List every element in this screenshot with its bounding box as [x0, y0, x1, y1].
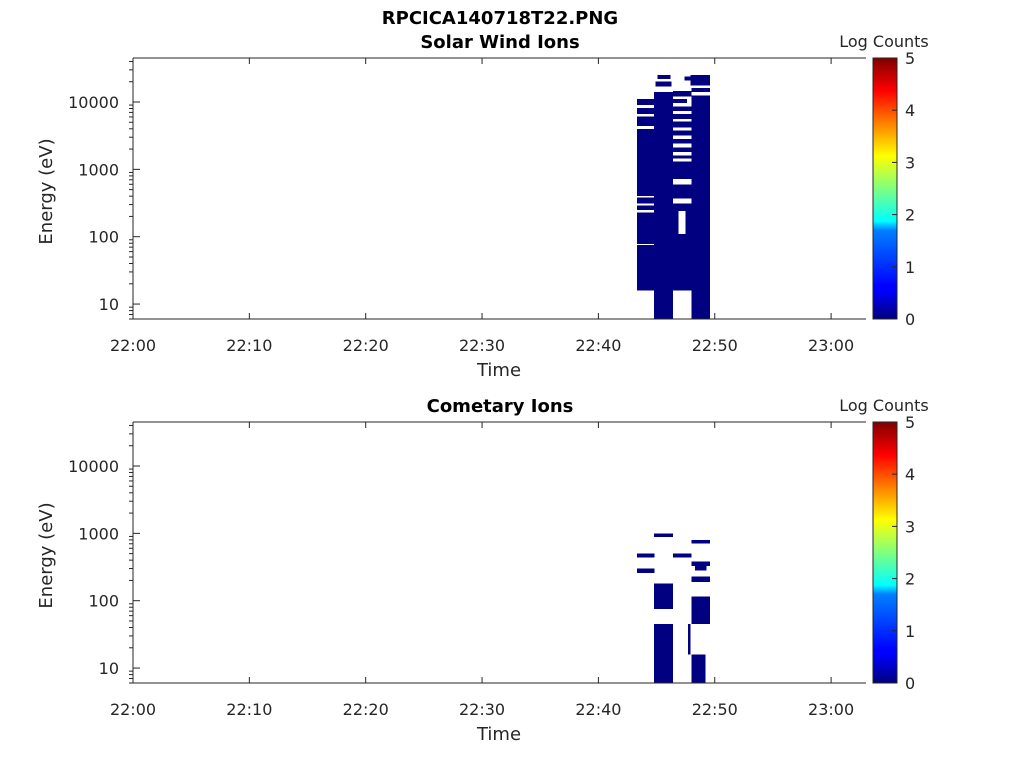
spectrogram-cell — [672, 147, 692, 153]
x-tick-label: 22:40 — [575, 336, 621, 355]
y-tick-label: 100 — [88, 592, 119, 611]
x-tick-label: 22:00 — [110, 336, 156, 355]
spectrogram-cell — [684, 76, 691, 81]
spectrogram-cell — [672, 139, 692, 144]
x-tick-label: 22:10 — [226, 336, 272, 355]
y-tick-label: 10000 — [68, 457, 119, 476]
colorbar-tick-label: 3 — [905, 153, 915, 172]
y-axis-label: Energy (eV) — [36, 502, 57, 608]
spectrogram-cell — [691, 95, 711, 319]
colorbar-label: Log Counts — [839, 32, 929, 51]
spectrogram-cell — [636, 553, 655, 558]
spectrogram-cell — [636, 116, 655, 127]
spectrogram-cell — [654, 624, 673, 683]
spectrogram-cell — [636, 205, 655, 210]
panel-title: Cometary Ions — [427, 396, 574, 417]
spectrogram-cell — [672, 114, 692, 119]
colorbar-tick-label: 4 — [905, 101, 915, 120]
x-tick-label: 22:10 — [226, 700, 272, 719]
colorbar-tick-label: 1 — [905, 622, 915, 641]
spectrogram-cell — [672, 184, 692, 199]
spectrogram-cell — [672, 91, 692, 97]
y-axis-label: Energy (eV) — [36, 138, 57, 244]
plot-area — [133, 58, 866, 319]
x-tick-label: 22:20 — [343, 336, 389, 355]
spectrogram-cell — [691, 596, 711, 624]
y-tick-label: 10 — [99, 295, 119, 314]
y-tick-label: 10000 — [68, 93, 119, 112]
colorbar — [872, 421, 898, 684]
spectrogram-cell — [636, 568, 655, 573]
spectrogram-cell — [636, 107, 655, 115]
cometary-ions-panel: 22:00 22:10 22:20 22:30 22:40 22:50 23:0010100… — [36, 396, 929, 745]
spectrogram-cell — [672, 130, 692, 136]
x-tick-label: 22:30 — [459, 700, 505, 719]
spectrogram-cell — [685, 211, 692, 234]
spectrogram-cell — [695, 565, 707, 571]
spectrogram-cell — [672, 99, 687, 104]
spectrogram-cell — [672, 553, 692, 558]
colorbar-label: Log Counts — [839, 396, 929, 415]
x-axis-label: Time — [476, 724, 521, 745]
x-tick-label: 22:20 — [343, 700, 389, 719]
y-tick-label: 1000 — [78, 524, 119, 543]
y-tick-label: 1000 — [78, 160, 119, 179]
y-tick-label: 100 — [88, 228, 119, 247]
colorbar-tick-label: 0 — [905, 310, 915, 329]
spectrogram-cell — [654, 92, 673, 319]
spectrogram-cell — [636, 245, 655, 291]
colorbar-tick-label: 4 — [905, 465, 915, 484]
colorbar-tick-label: 5 — [905, 49, 915, 68]
x-tick-label: 22:00 — [110, 700, 156, 719]
x-tick-label: 23:00 — [808, 336, 854, 355]
x-tick-label: 22:30 — [459, 336, 505, 355]
spectrogram-cell — [655, 81, 672, 87]
colorbar — [872, 57, 898, 320]
colorbar-tick-label: 3 — [905, 517, 915, 536]
spectrogram-cell — [657, 75, 671, 79]
spectrogram-cell — [672, 233, 692, 291]
colorbar-tick-label: 2 — [905, 570, 915, 589]
x-tick-label: 23:00 — [808, 700, 854, 719]
spectrogram-cell — [690, 75, 711, 86]
spectrogram-cell — [688, 624, 691, 655]
spectrogram-cell — [691, 576, 711, 582]
spectrogram-cell — [672, 155, 692, 159]
spectrogram-cell — [691, 561, 711, 566]
spectrogram-cell — [672, 211, 679, 234]
x-tick-label: 22:50 — [692, 336, 738, 355]
colorbar-tick-label: 1 — [905, 258, 915, 277]
colorbar-tick-label: 2 — [905, 206, 915, 225]
spectrogram-cell — [691, 540, 711, 544]
spectrogram-cell — [672, 161, 692, 179]
x-tick-label: 22:50 — [692, 700, 738, 719]
spectrogram-cell — [672, 106, 692, 111]
spectrogram-cell — [636, 212, 655, 244]
panel-title: Solar Wind Ions — [420, 32, 579, 53]
spectrogram-cell — [672, 121, 692, 128]
x-axis-label: Time — [476, 360, 521, 381]
colorbar-tick-label: 0 — [905, 674, 915, 693]
spectrogram-cells — [636, 533, 711, 683]
spectrogram-cell — [636, 197, 655, 204]
plot-area — [133, 422, 866, 683]
spectrogram-cell — [691, 88, 711, 93]
spectrogram-cells — [636, 75, 711, 319]
spectrogram-cell — [691, 654, 706, 683]
spectrogram-cell — [636, 128, 655, 197]
spectrogram-cell — [654, 533, 673, 537]
y-tick-label: 10 — [99, 659, 119, 678]
spectrogram-cell — [654, 583, 673, 610]
colorbar-tick-label: 5 — [905, 413, 915, 432]
solar-wind-ions-panel: 22:00 22:10 22:20 22:30 22:40 22:50 23:0010100… — [36, 32, 929, 381]
spectrogram-cell — [636, 99, 655, 106]
spectrogram-cell — [672, 203, 692, 212]
figure-title: RPCICA140718T22.PNG — [382, 8, 618, 29]
x-tick-label: 22:40 — [575, 700, 621, 719]
